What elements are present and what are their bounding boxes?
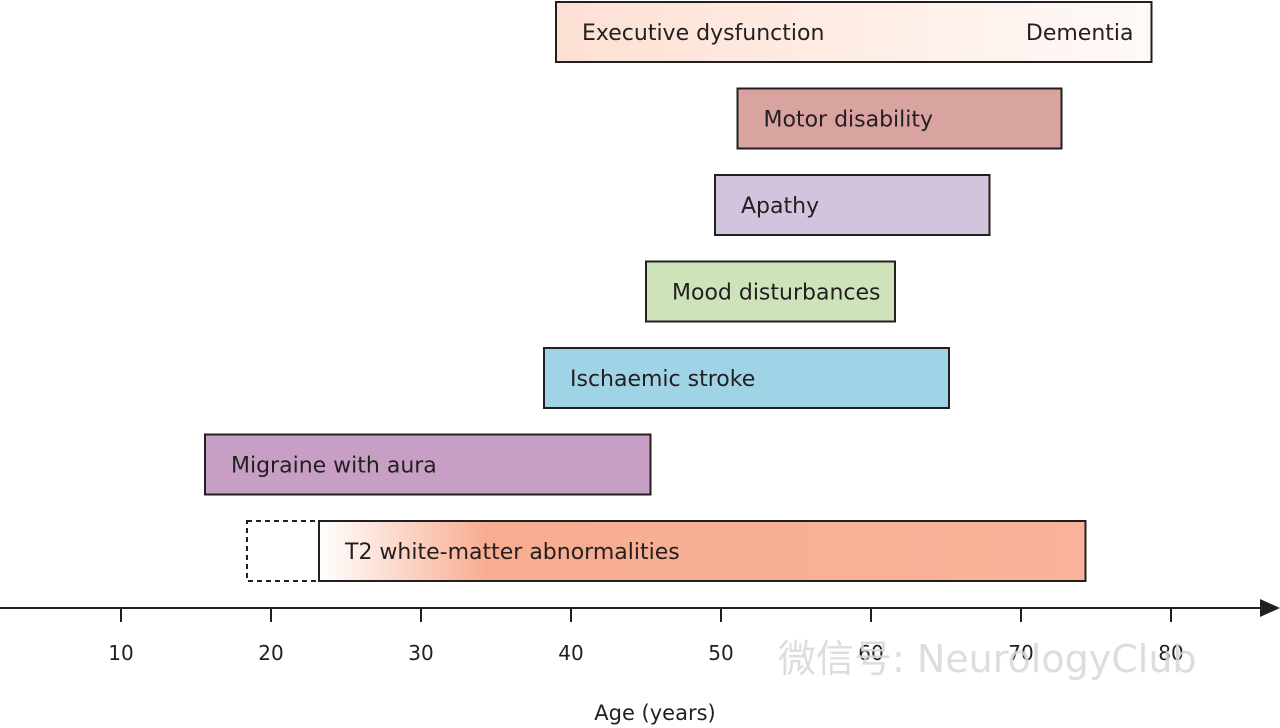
bar-t2-white-matter-abnormalities [318, 520, 1087, 582]
x-axis-title: Age (years) [594, 701, 715, 725]
x-tick-label-60: 60 [858, 641, 883, 665]
bar-label-mood-disturbances: Mood disturbances [672, 281, 881, 306]
x-tick-label-50: 50 [708, 641, 733, 665]
bar-ischaemic-stroke [543, 347, 950, 409]
bar-label-ischaemic-stroke: Ischaemic stroke [570, 367, 755, 392]
watermark: 微信号: NeurologyClub [778, 637, 1197, 681]
bar-motor-disability [736, 87, 1063, 150]
bar-migraine-with-aura [204, 433, 652, 496]
x-tick-label-40: 40 [558, 641, 583, 665]
bar-dashed-extension-t2-white-matter-abnormalities [246, 520, 320, 582]
x-tick-label-10: 10 [108, 641, 133, 665]
bar-label-motor-disability: Motor disability [764, 108, 934, 133]
bar-apathy [714, 174, 991, 236]
x-tick-label-80: 80 [1158, 641, 1183, 665]
x-tick-label-70: 70 [1008, 641, 1033, 665]
bar-mood-disturbances [645, 260, 896, 323]
bar-label-apathy: Apathy [741, 194, 819, 219]
x-tick-label-30: 30 [408, 641, 433, 665]
bar-end-label-dementia: Dementia [1026, 21, 1134, 46]
bar-label-migraine-with-aura: Migraine with aura [231, 454, 437, 479]
bar-label-executive-dysfunction: Executive dysfunction [582, 21, 824, 46]
bars-layer: Executive dysfunction Dementia Motor disab… [204, 1, 1153, 582]
bar-executive-dysfunction [555, 1, 1153, 63]
x-tick-label-20: 20 [258, 641, 283, 665]
x-axis-arrowhead [1260, 599, 1280, 617]
bar-label-t2-white-matter-abnormalities: T2 white-matter abnormalities [344, 540, 680, 565]
x-axis: 10 20 30 40 50 60 70 80 [0, 599, 1280, 665]
